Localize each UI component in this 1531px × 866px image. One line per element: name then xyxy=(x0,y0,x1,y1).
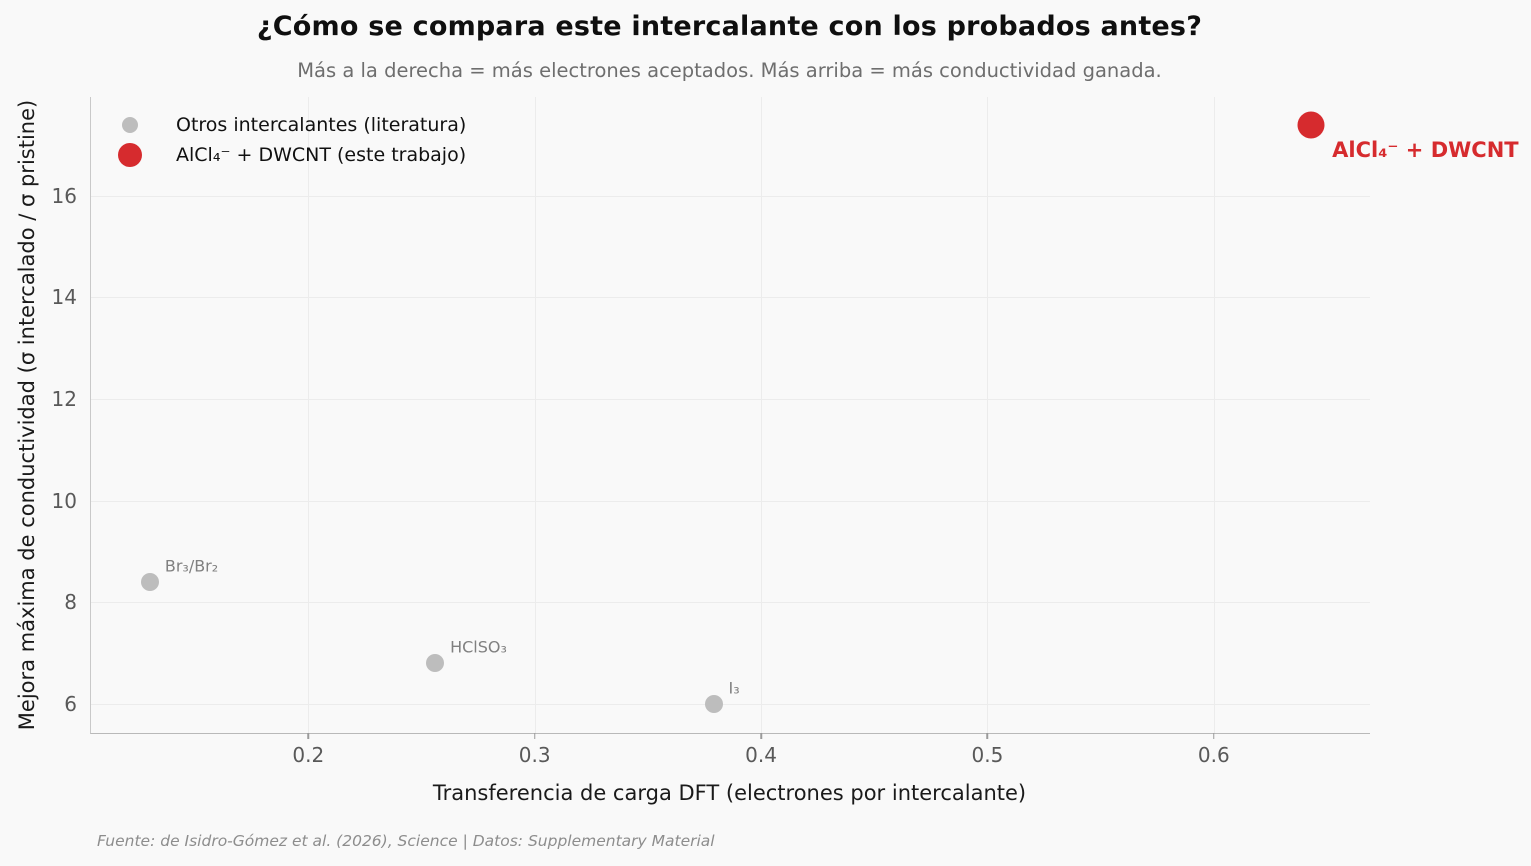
footer-caption: Fuente: de Isidro-Gómez et al. (2026), S… xyxy=(97,832,715,850)
gridline-horizontal xyxy=(91,602,1370,604)
y-tick-label: 14 xyxy=(51,285,77,310)
data-point-label: AlCl₄⁻ + DWCNT xyxy=(1332,137,1519,162)
chart-title: ¿Cómo se compara este intercalante con l… xyxy=(256,11,1203,42)
data-point-label: HClSO₃ xyxy=(450,637,507,657)
gridline-horizontal xyxy=(91,703,1370,705)
legend-item: AlCl₄⁻ + DWCNT (este trabajo) xyxy=(118,140,466,170)
gridline-horizontal xyxy=(91,399,1370,400)
gridline-vertical xyxy=(1213,97,1215,733)
legend-marker-other xyxy=(122,117,138,133)
y-tick-label: 8 xyxy=(64,590,77,615)
y-tick-label: 10 xyxy=(51,488,77,513)
legend-label: AlCl₄⁻ + DWCNT (este trabajo) xyxy=(176,144,467,166)
y-tick-label: 12 xyxy=(51,387,77,411)
x-tick-label: 0.6 xyxy=(1197,743,1230,767)
x-tick-label: 0.2 xyxy=(292,743,325,767)
x-tick-mark xyxy=(1213,733,1215,739)
gridline-vertical xyxy=(534,97,536,733)
data-point-label: Br₃/Br₂ xyxy=(164,556,219,576)
y-tick-label: 6 xyxy=(64,691,77,716)
legend-marker-this_work xyxy=(118,143,142,167)
data-point-label: I₃ xyxy=(728,678,740,698)
data-point-other xyxy=(704,694,723,713)
x-tick-mark xyxy=(760,733,762,739)
gridline-vertical xyxy=(308,97,310,733)
legend-label: Otros intercalantes (literatura) xyxy=(176,114,467,136)
gridline-horizontal xyxy=(91,500,1370,502)
x-tick-label: 0.3 xyxy=(518,743,551,767)
x-axis-label: Transferencia de carga DFT (electrones p… xyxy=(432,781,1027,805)
x-tick-label: 0.5 xyxy=(971,743,1004,767)
chart-subtitle: Más a la derecha = más electrones acepta… xyxy=(297,59,1162,82)
data-point-this_work xyxy=(1297,111,1325,139)
y-tick-label: 16 xyxy=(51,183,77,208)
data-point-other xyxy=(426,653,445,672)
legend: Otros intercalantes (literatura) AlCl₄⁻ +… xyxy=(118,110,466,170)
gridline-vertical xyxy=(761,97,763,733)
x-tick-mark xyxy=(533,733,536,739)
x-tick-label: 0.4 xyxy=(745,743,777,767)
gridline-vertical xyxy=(987,97,989,733)
legend-item: Otros intercalantes (literatura) xyxy=(118,110,466,140)
x-tick-mark xyxy=(986,733,989,739)
gridline-horizontal xyxy=(91,297,1370,299)
plot-area: 0.2 0.3 0.4 0.5 0.6 6 8 10 12 14 16 Br₃/Br₂ HClSO₃ I₃… xyxy=(52,97,1519,767)
data-point-other xyxy=(140,572,159,591)
x-tick-mark xyxy=(307,733,310,739)
gridline-horizontal xyxy=(91,195,1370,197)
